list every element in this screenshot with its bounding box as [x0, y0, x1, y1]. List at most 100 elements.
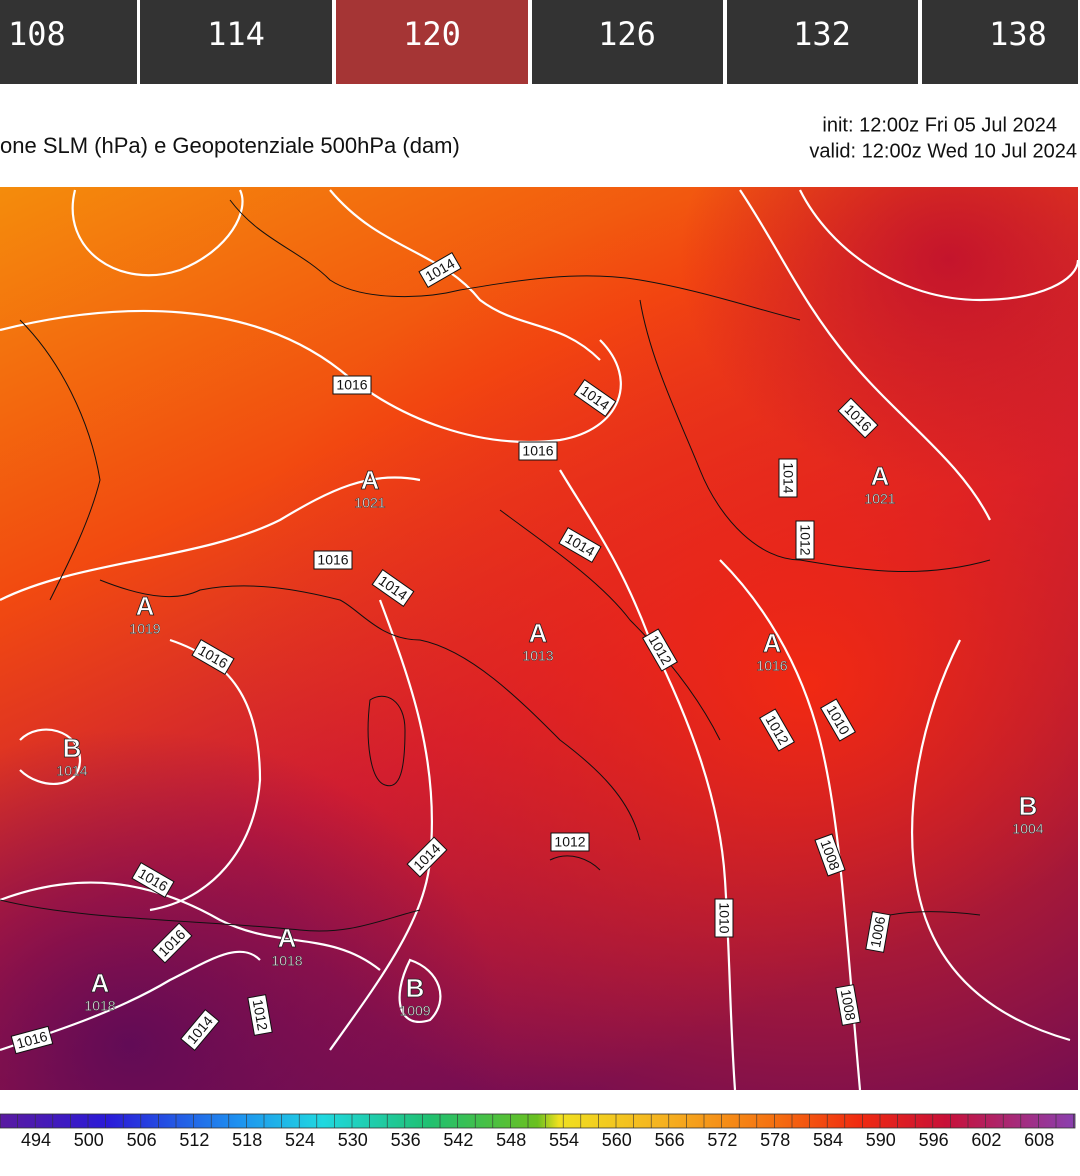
coastline	[19, 319, 641, 841]
coastline	[549, 855, 601, 871]
isobar-label-box	[247, 994, 273, 1036]
center-symbol: A	[278, 923, 297, 953]
tab-label[interactable]: 126	[598, 15, 656, 53]
tab[interactable]: 126	[532, 0, 723, 84]
tab-label[interactable]: 114	[207, 15, 265, 53]
coastlines	[0, 199, 991, 932]
isobar-label: 1016	[10, 1025, 54, 1055]
isobar	[71, 189, 244, 277]
isobar-label-text: 1012	[250, 998, 271, 1032]
isobar-label-box	[814, 833, 846, 877]
isobar-label: 1010	[714, 898, 734, 938]
center-value: 1009	[399, 1003, 430, 1019]
isobar-label: 1008	[835, 984, 861, 1026]
colorbar-tick-label: 548	[496, 1130, 526, 1150]
center-symbol: A	[871, 461, 890, 491]
isobar	[19, 728, 82, 785]
isobar-label: 1012	[247, 994, 273, 1036]
colorbar-tick-label: 512	[179, 1130, 209, 1150]
isobar-label-box	[795, 520, 815, 560]
tab-bg[interactable]	[140, 0, 332, 84]
isobar-label-text: 1012	[554, 834, 585, 850]
colorbar-tick-label: 566	[655, 1130, 685, 1150]
isobar-label-box	[418, 252, 462, 288]
tab-bg[interactable]	[922, 0, 1078, 84]
map-title: one SLM (hPa) e Geopotenziale 500hPa (da…	[0, 133, 460, 158]
isobar-label-box	[180, 1008, 220, 1052]
colorbar-tick-label: 596	[919, 1130, 949, 1150]
colorbar-tick-label: 572	[707, 1130, 737, 1150]
center-value: 1016	[756, 658, 787, 674]
valid-time: valid: 12:00z Wed 10 Jul 2024	[809, 140, 1077, 162]
isobar	[0, 476, 421, 601]
isobar-label-box	[642, 628, 678, 672]
tab-label[interactable]: 138	[989, 15, 1047, 53]
isobar-label-text: 1006	[867, 915, 888, 949]
center-symbol: B	[1019, 791, 1038, 821]
center-value: 1013	[522, 648, 553, 664]
colorbar-tick-label: 494	[21, 1130, 51, 1150]
colorbar-tick-label: 506	[127, 1130, 157, 1150]
tab[interactable]: 108	[0, 0, 137, 84]
isobar-label: 1014	[778, 458, 798, 498]
center-symbol: A	[361, 465, 380, 495]
isobars	[0, 189, 1078, 1090]
colorbar-tick-label: 584	[813, 1130, 843, 1150]
isobar-label: 1008	[814, 833, 846, 877]
center-symbol: A	[763, 628, 782, 658]
colorbar-tick-label: 578	[760, 1130, 790, 1150]
isobar-label-box	[10, 1025, 54, 1055]
tab-bg[interactable]	[532, 0, 723, 84]
colorbar-tick-label: 542	[443, 1130, 473, 1150]
tab[interactable]: 120	[336, 0, 528, 84]
isobar-label-box	[191, 639, 235, 675]
colorbar-tick-label: 560	[602, 1130, 632, 1150]
isobar-label-box	[865, 911, 891, 953]
coastline	[0, 899, 421, 932]
coastline	[499, 509, 721, 741]
center-symbol: A	[91, 968, 110, 998]
isobar-label-text: 1016	[15, 1028, 49, 1052]
colorbar-tick-label: 590	[866, 1130, 896, 1150]
isobar-label: 1014	[406, 836, 448, 878]
isobar-label-text: 1010	[716, 902, 732, 933]
tab[interactable]: 132	[727, 0, 918, 84]
isobar-label-box	[371, 569, 415, 607]
isobar-label-box	[835, 984, 861, 1026]
tab-label[interactable]: 108	[8, 15, 66, 53]
tab-bg[interactable]	[0, 0, 137, 84]
colorbar	[0, 1114, 1075, 1128]
isobar	[911, 639, 1071, 1042]
tab[interactable]: 114	[140, 0, 332, 84]
tab-bg[interactable]	[727, 0, 918, 84]
isobar-label-text: 1008	[838, 988, 859, 1022]
colorbar-ticks: 494 500 506 512 518 524 530 536 542 548 554 560 566 5…	[21, 1130, 1054, 1150]
tab-bar: 108 114 120 126 132 138	[0, 0, 1080, 84]
isobar-label: 1012	[550, 832, 590, 852]
colorbar-tick-label: 536	[391, 1130, 421, 1150]
tab-label[interactable]: 132	[793, 15, 851, 53]
isobar-label-box	[550, 832, 590, 852]
isobar-label: 1016	[332, 375, 372, 395]
tab-label[interactable]: 120	[403, 15, 461, 53]
border	[229, 199, 801, 321]
colorbar-tick-label: 530	[338, 1130, 368, 1150]
border	[639, 299, 991, 573]
init-time: init: 12:00z Fri 05 Jul 2024	[822, 114, 1057, 136]
isobar-label-text: 1016	[317, 552, 348, 568]
isobar	[799, 189, 1078, 302]
isobar-label-box	[759, 708, 795, 752]
tab-bg[interactable]	[336, 0, 528, 84]
isobar-label: 1016	[313, 550, 353, 570]
colorbar-tick-label: 554	[549, 1130, 579, 1150]
colorbar-tick-label: 500	[74, 1130, 104, 1150]
isobar-label: 1006	[865, 911, 891, 953]
tab[interactable]: 138	[922, 0, 1078, 84]
